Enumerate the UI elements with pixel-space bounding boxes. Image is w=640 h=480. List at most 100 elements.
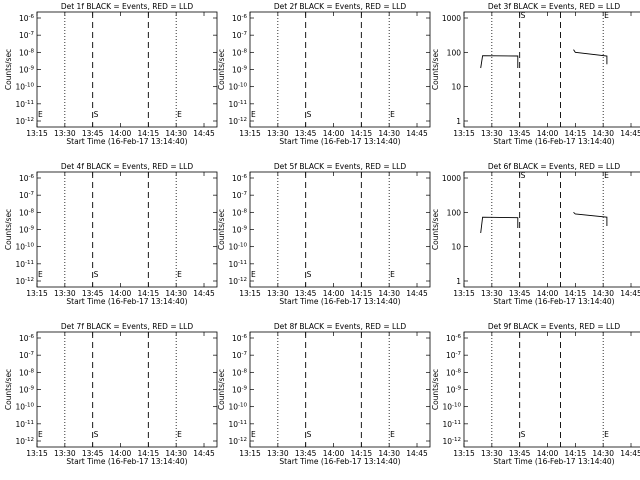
x-tick-label: 13:15 xyxy=(239,129,261,138)
plot-frame xyxy=(249,11,431,128)
y-tick-label: 10-7 xyxy=(232,191,248,200)
y-axis-label: Counts/sec xyxy=(4,49,13,90)
y-axis-label: Counts/sec xyxy=(217,369,226,410)
x-tick-label: 14:15 xyxy=(138,449,160,458)
y-tick-label: 10-9 xyxy=(19,226,35,235)
y-tick-label: 10-9 xyxy=(446,386,462,395)
x-tick-label: 13:30 xyxy=(481,449,503,458)
x-axis-label: Start Time (16-Feb-17 13:14:40) xyxy=(66,137,187,146)
y-tick-label: 10-12 xyxy=(15,277,34,286)
x-tick-label: 14:45 xyxy=(620,289,640,298)
event-marker: E xyxy=(604,430,609,439)
x-tick-label: 14:00 xyxy=(323,129,345,138)
x-tick-label: 13:45 xyxy=(509,449,531,458)
x-tick-label: 14:45 xyxy=(193,289,215,298)
x-tick-label: 13:30 xyxy=(54,129,76,138)
x-tick-label: 13:15 xyxy=(26,129,48,138)
x-tick-label: 14:00 xyxy=(110,449,132,458)
y-tick-label: 10-10 xyxy=(15,243,34,252)
y-axis-label: Counts/sec xyxy=(4,369,13,410)
x-tick-label: 14:45 xyxy=(406,129,428,138)
y-tick-label: 10-10 xyxy=(228,243,247,252)
y-tick-label: 10-9 xyxy=(19,66,35,75)
y-tick-label: 10-7 xyxy=(232,351,248,360)
plot-frame xyxy=(36,171,218,288)
x-tick-label: 14:00 xyxy=(323,289,345,298)
chart-panel-8: Det 8f BLACK = Events, RED = LLD Counts/s… xyxy=(217,322,431,466)
y-tick-label: 10-11 xyxy=(442,420,461,429)
event-marker: E xyxy=(177,270,182,279)
event-marker: S xyxy=(521,11,526,20)
x-tick-label: 13:45 xyxy=(295,289,317,298)
plot-frame xyxy=(249,171,431,288)
x-tick-label: 14:45 xyxy=(193,449,215,458)
x-tick-label: 13:30 xyxy=(267,449,289,458)
x-tick-label: 14:15 xyxy=(565,129,587,138)
x-tick-label: 13:45 xyxy=(295,449,317,458)
x-tick-label: 14:30 xyxy=(592,449,614,458)
event-marker: E xyxy=(390,430,395,439)
x-tick-label: 14:15 xyxy=(138,129,160,138)
y-tick-label: 10-9 xyxy=(19,386,35,395)
event-marker: S xyxy=(94,270,99,279)
chart-title: Det 5f BLACK = Events, RED = LLD xyxy=(274,162,407,171)
x-tick-label: 14:30 xyxy=(592,129,614,138)
plot-frame xyxy=(463,331,640,448)
y-tick-label: 10-10 xyxy=(442,403,461,412)
x-tick-label: 13:45 xyxy=(82,129,104,138)
event-marker: E xyxy=(390,110,395,119)
x-tick-label: 14:45 xyxy=(406,449,428,458)
y-tick-label: 10-11 xyxy=(228,100,247,109)
y-tick-label: 10-6 xyxy=(19,334,35,343)
y-tick-label: 10-7 xyxy=(232,31,248,40)
x-tick-label: 13:15 xyxy=(26,289,48,298)
y-axis-label: Counts/sec xyxy=(217,49,226,90)
x-tick-label: 13:15 xyxy=(239,449,261,458)
event-marker: S xyxy=(521,430,526,439)
y-tick-label: 10-7 xyxy=(446,351,462,360)
y-tick-label: 10-12 xyxy=(228,117,247,126)
x-axis-label: Start Time (16-Feb-17 13:14:40) xyxy=(279,457,400,466)
series-line xyxy=(573,49,608,65)
x-tick-label: 13:45 xyxy=(82,289,104,298)
y-tick-label: 10-6 xyxy=(232,174,248,183)
chart-panel-4: Det 4f BLACK = Events, RED = LLD Counts/s… xyxy=(4,162,218,306)
chart-title: Det 2f BLACK = Events, RED = LLD xyxy=(274,2,407,11)
x-tick-label: 13:30 xyxy=(54,289,76,298)
y-axis-label: Counts/sec xyxy=(431,369,440,410)
y-tick-label: 1000 xyxy=(442,14,461,23)
series-line xyxy=(573,211,608,226)
x-tick-label: 14:30 xyxy=(165,289,187,298)
y-tick-label: 10-11 xyxy=(228,420,247,429)
x-tick-label: 14:30 xyxy=(378,449,400,458)
y-tick-label: 10-8 xyxy=(19,208,35,217)
x-tick-label: 14:00 xyxy=(110,289,132,298)
event-marker: S xyxy=(94,430,99,439)
event-marker: E xyxy=(38,110,43,119)
y-tick-label: 10-10 xyxy=(228,83,247,92)
x-tick-label: 14:15 xyxy=(565,289,587,298)
y-tick-label: 100 xyxy=(447,48,462,57)
event-marker: E xyxy=(251,270,256,279)
y-tick-label: 10-12 xyxy=(228,437,247,446)
y-tick-label: 10-7 xyxy=(19,191,35,200)
x-tick-label: 14:00 xyxy=(110,129,132,138)
x-axis-label: Start Time (16-Feb-17 13:14:40) xyxy=(66,457,187,466)
x-axis-label: Start Time (16-Feb-17 13:14:40) xyxy=(279,297,400,306)
chart-panel-5: Det 5f BLACK = Events, RED = LLD Counts/s… xyxy=(217,162,431,306)
y-tick-label: 10-11 xyxy=(15,100,34,109)
x-tick-label: 13:45 xyxy=(295,129,317,138)
x-tick-label: 13:15 xyxy=(453,129,475,138)
x-tick-label: 14:00 xyxy=(537,449,559,458)
x-tick-label: 14:45 xyxy=(620,449,640,458)
y-tick-label: 10-7 xyxy=(19,31,35,40)
chart-panel-7: Det 7f BLACK = Events, RED = LLD Counts/s… xyxy=(4,322,218,466)
event-marker: E xyxy=(38,270,43,279)
y-axis-label: Counts/sec xyxy=(431,49,440,90)
y-tick-label: 10-12 xyxy=(15,117,34,126)
x-tick-label: 13:15 xyxy=(453,289,475,298)
x-tick-label: 13:30 xyxy=(481,289,503,298)
x-tick-label: 13:30 xyxy=(267,129,289,138)
x-axis-label: Start Time (16-Feb-17 13:14:40) xyxy=(66,297,187,306)
